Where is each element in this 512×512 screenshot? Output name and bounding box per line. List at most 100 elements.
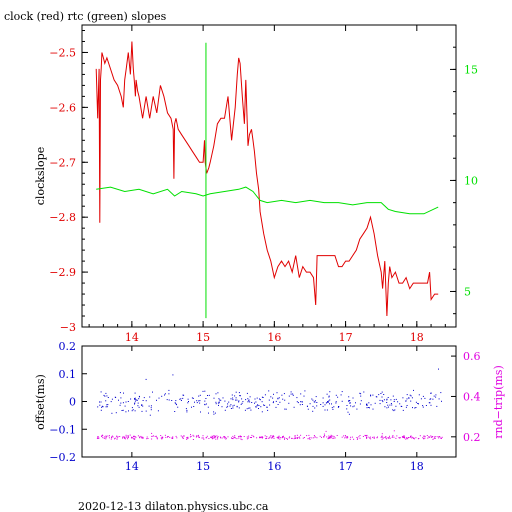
offset-point [418,394,420,396]
rnd-trip-point [328,437,330,439]
rnd-trip-point [171,437,173,439]
rnd-trip-point [131,437,132,439]
offset-point [187,398,189,400]
offset-point [391,404,393,406]
rnd-trip-point [101,435,103,437]
offset-point [418,403,419,405]
rnd-trip-point [278,435,280,437]
offset-point [191,406,192,408]
offset-point [111,398,113,400]
offset-point [218,398,220,400]
rnd-trip-point [114,437,116,439]
rnd-trip-point [201,437,203,439]
rnd-trip-point [153,435,154,437]
rnd-trip-point [259,436,261,438]
rnd-trip-point [127,435,129,437]
offset-point [388,406,389,408]
rnd-trip-point [223,436,225,438]
rnd-trip-point [284,437,286,439]
offset-point [105,392,107,394]
rnd-trip-point [291,437,293,439]
rnd-trip-point [373,437,375,439]
rnd-trip-point [370,438,372,440]
rnd-trip-point [133,435,135,437]
rnd-trip-point [403,435,405,437]
offset-point [175,403,177,405]
rnd-trip-point [234,436,235,438]
offset-point [259,398,260,400]
rnd-trip-point [313,437,315,439]
rnd-trip-point [341,436,343,438]
rnd-trip-point [286,438,288,439]
rnd-trip-point [359,437,361,439]
rnd-trip-point [296,434,298,436]
rnd-trip-point [162,437,164,439]
rnd-trip-point [142,437,144,438]
offset-point [395,398,397,400]
offset-point [179,398,181,400]
rnd-trip-point [381,436,383,437]
offset-point [273,401,274,403]
offset-point [134,400,136,402]
offset-point [97,406,99,408]
rnd-trip-point [116,438,118,440]
rnd-trip-point [139,437,141,439]
offset-point [337,396,339,398]
rnd-trip-point [176,437,178,439]
rnd-trip-point [411,437,413,439]
rnd-trip-point [196,435,198,437]
series-offset-points [97,368,442,416]
rnd-trip-point [162,436,164,438]
rnd-trip-point [131,436,133,438]
offset-point [182,397,184,399]
rnd-trip-point [326,436,328,438]
offset-point [100,391,102,393]
offset-point [185,408,187,410]
rnd-trip-point [240,436,242,438]
offset-point [433,395,435,397]
rnd-trip-point [319,435,321,437]
offset-point [107,397,109,398]
offset-point [430,392,432,394]
rnd-trip-point [410,435,412,437]
rnd-trip-point [329,437,331,438]
rnd-trip-point [281,437,283,439]
offset-point [266,406,268,408]
rnd-trip-point [181,436,183,438]
offset-point [120,402,122,404]
rnd-trip-point [211,436,213,438]
rnd-trip-point [266,436,268,438]
offset-point [372,408,374,410]
rnd-trip-point [402,436,403,438]
offset-point [307,408,309,410]
offset-point [297,402,299,404]
offset-point [205,398,207,399]
rnd-trip-point [190,434,191,436]
rnd-trip-point [241,436,242,438]
rnd-trip-point [357,437,359,439]
offset-point [293,406,295,408]
offset-point [349,402,351,404]
rnd-trip-point [344,435,346,436]
rnd-trip-point [240,438,242,440]
rnd-trip-point [279,437,281,439]
rnd-trip-point [385,437,387,439]
offset-point [283,393,285,395]
rnd-trip-point [187,437,189,439]
offset-point [104,395,106,397]
offset-point [422,406,424,408]
rnd-trip-point [295,437,297,439]
offset-x-tick-label: 14 [125,460,139,473]
offset-point [346,408,348,410]
offset-point [187,402,189,404]
offset-point [119,404,121,406]
rnd-trip-point [273,437,275,439]
rnd-trip-point [225,437,227,439]
slopes-y-axis-label: clockslope [34,147,47,205]
offset-point [275,406,277,408]
offset-point [256,405,258,407]
offset-point [157,410,159,412]
offset-point [142,400,144,401]
slopes-y-tick-label: −3 [60,321,76,334]
offset-point [292,393,294,395]
